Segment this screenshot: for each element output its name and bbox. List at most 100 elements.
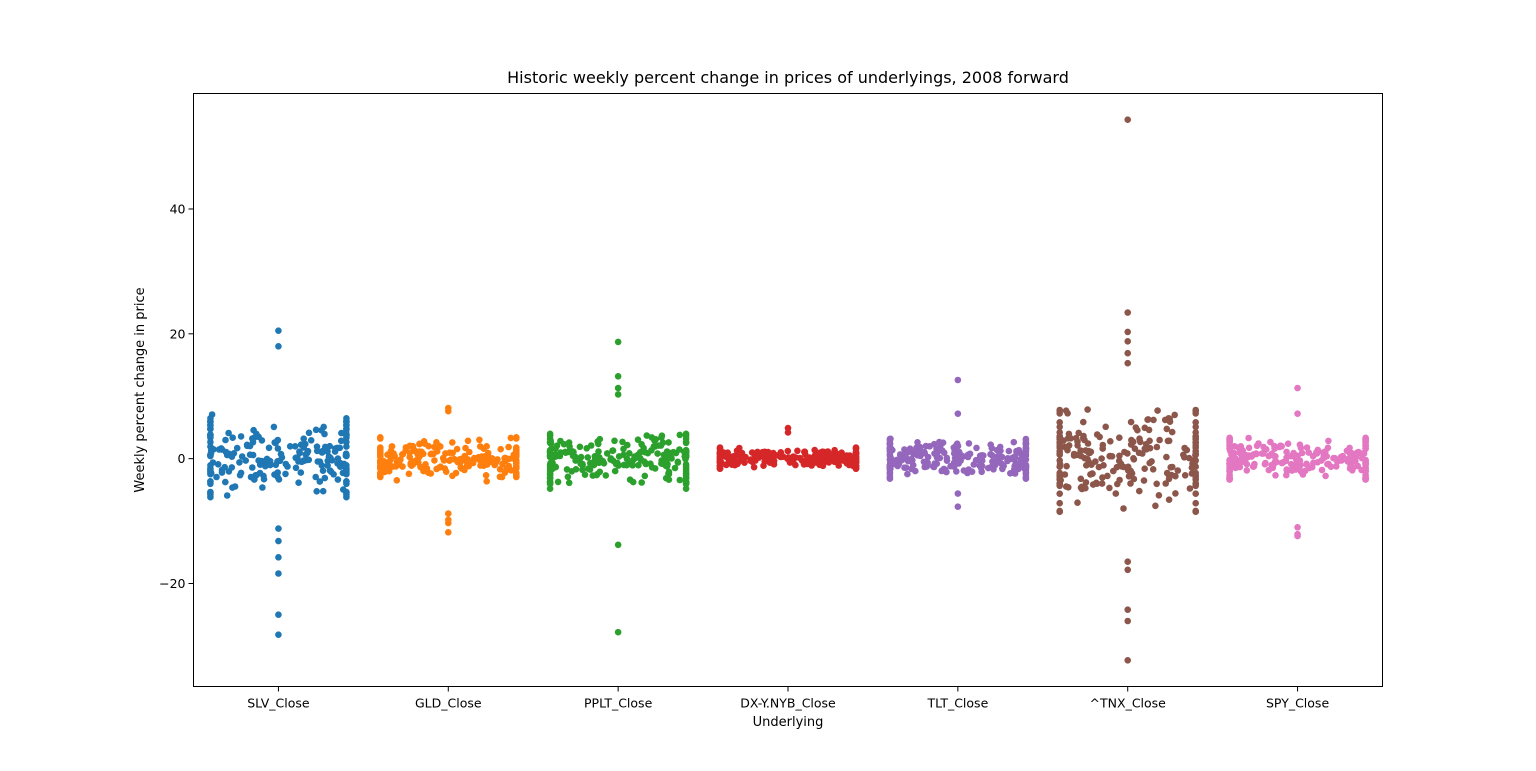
data-point <box>1272 472 1279 479</box>
data-point <box>475 456 483 463</box>
data-point <box>1283 471 1290 479</box>
data-point <box>1136 487 1143 495</box>
data-point <box>249 464 256 471</box>
data-point <box>1192 438 1199 446</box>
data-point <box>297 441 305 449</box>
data-point <box>651 437 658 444</box>
data-point <box>1284 440 1292 448</box>
data-point <box>274 445 282 452</box>
outlier-point <box>1124 657 1132 664</box>
data-point <box>307 437 315 444</box>
data-point <box>625 460 633 468</box>
data-point <box>554 478 562 486</box>
outlier-point <box>275 611 282 618</box>
data-point <box>316 478 324 485</box>
data-point <box>933 454 941 461</box>
data-point <box>886 475 894 483</box>
data-point <box>1022 439 1030 447</box>
y-axis-ticks: −20 0 20 40 <box>159 201 194 591</box>
data-point <box>1305 449 1312 456</box>
outlier-point <box>1294 384 1301 392</box>
data-point <box>321 474 329 482</box>
data-point <box>634 436 642 444</box>
data-point <box>1362 466 1369 474</box>
data-point <box>802 451 809 458</box>
data-point <box>1192 457 1199 464</box>
outlier-point <box>954 410 962 418</box>
data-point <box>593 471 600 479</box>
data-point <box>1162 480 1169 487</box>
data-point <box>228 464 236 471</box>
data-point <box>572 453 579 461</box>
data-point <box>1161 416 1169 424</box>
data-point <box>1056 438 1063 446</box>
data-point <box>1130 455 1137 462</box>
data-point <box>1110 467 1117 475</box>
data-point <box>1146 437 1153 445</box>
data-point <box>970 461 978 468</box>
data-point <box>393 477 401 484</box>
data-point <box>609 447 617 454</box>
data-point <box>297 469 305 476</box>
data-point <box>852 462 860 470</box>
data-point <box>1288 460 1295 468</box>
data-point <box>228 453 236 461</box>
data-point <box>304 449 311 457</box>
data-point <box>577 453 585 461</box>
data-point <box>552 453 560 460</box>
data-point <box>338 429 345 437</box>
data-point <box>225 429 232 437</box>
data-point <box>482 457 490 465</box>
data-point <box>1333 463 1340 470</box>
data-point <box>1226 435 1233 443</box>
data-point <box>255 457 262 464</box>
data-point <box>747 457 754 465</box>
data-point <box>513 459 520 466</box>
outlier-point <box>444 407 452 415</box>
data-point <box>1180 451 1187 459</box>
data-point <box>682 461 690 468</box>
data-point <box>331 448 339 455</box>
data-point <box>813 458 821 466</box>
data-point <box>482 472 490 479</box>
data-point <box>295 458 302 465</box>
data-point <box>236 459 243 466</box>
data-point <box>1056 499 1063 507</box>
data-point <box>1192 499 1199 507</box>
outlier-point <box>275 631 282 638</box>
data-point <box>1338 456 1346 464</box>
outlier-point <box>784 429 792 436</box>
data-point <box>1290 449 1297 457</box>
data-point <box>847 455 854 463</box>
data-point <box>484 451 492 459</box>
data-point <box>1073 451 1081 459</box>
data-point <box>985 464 992 472</box>
data-point <box>957 457 964 465</box>
data-point <box>1226 460 1233 467</box>
data-point <box>546 439 554 447</box>
data-point <box>1309 452 1317 460</box>
data-point <box>576 443 584 451</box>
data-point <box>600 460 608 467</box>
data-point <box>952 450 960 457</box>
data-point <box>682 439 690 447</box>
data-point <box>728 456 736 463</box>
data-point <box>811 446 818 454</box>
data-point <box>433 465 440 473</box>
data-point <box>497 445 505 453</box>
data-point <box>676 476 684 484</box>
data-point <box>643 432 651 439</box>
data-point <box>997 460 1005 467</box>
data-point <box>976 457 983 464</box>
data-point <box>579 466 586 474</box>
data-point <box>579 460 586 468</box>
data-point <box>1270 452 1277 459</box>
data-point <box>1107 438 1114 445</box>
data-point <box>1154 407 1161 414</box>
data-point <box>766 455 773 463</box>
data-point <box>1077 484 1085 492</box>
data-point <box>272 461 280 469</box>
data-point <box>214 461 222 468</box>
data-point <box>594 438 601 445</box>
y-axis-label: Weekly percent change in price <box>133 287 148 492</box>
